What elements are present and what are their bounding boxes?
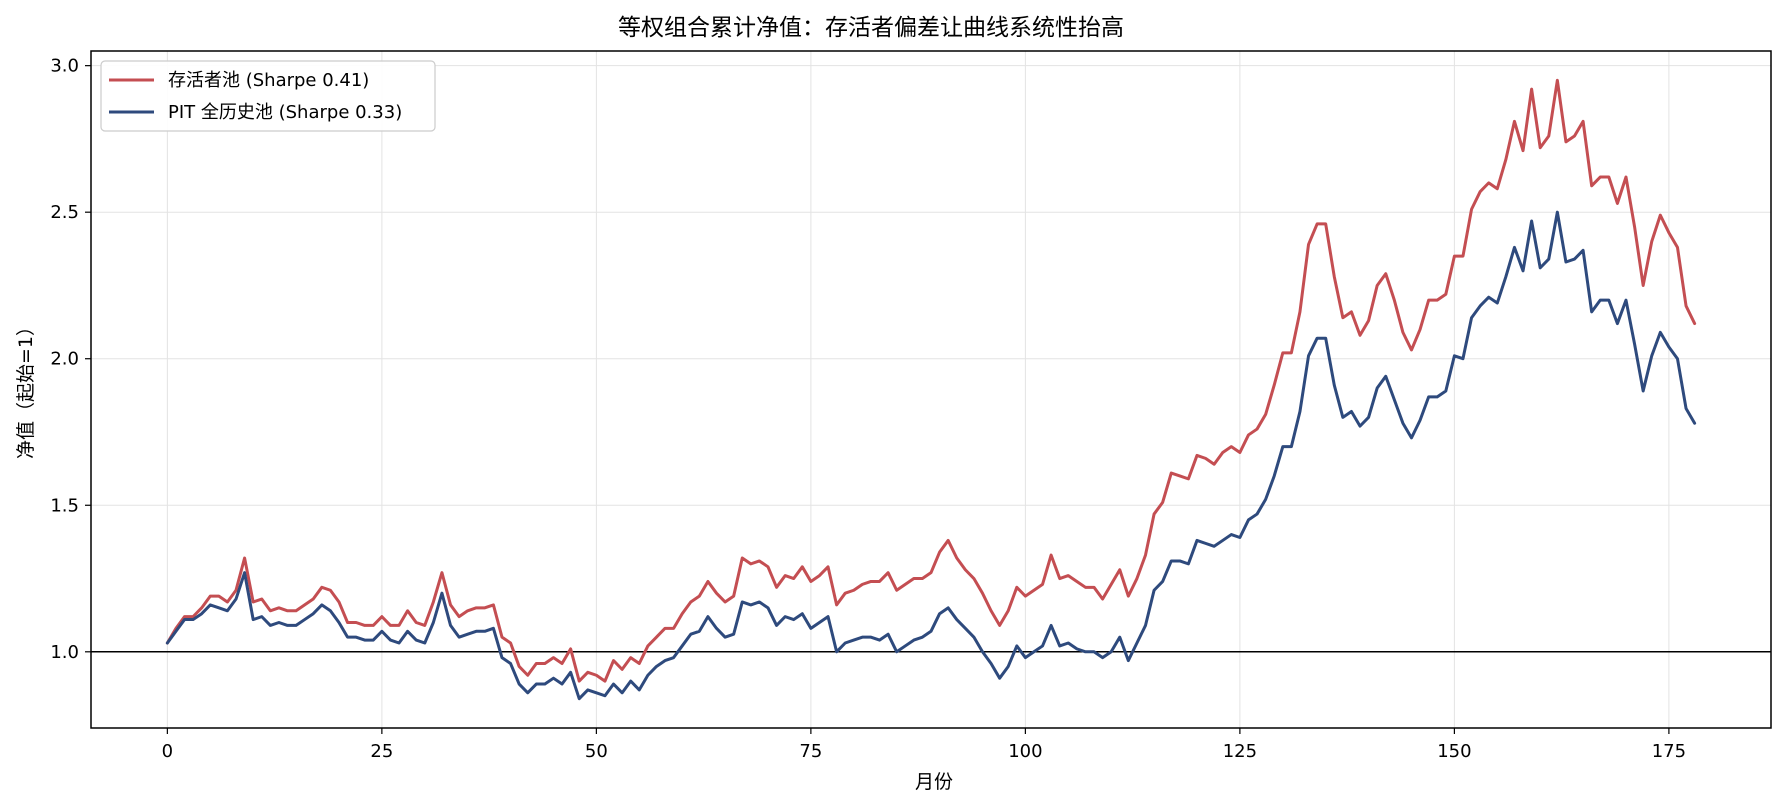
x-axis-title: 月份: [915, 771, 953, 793]
legend-box: [100, 60, 436, 132]
x-tick-label: 75: [799, 741, 822, 762]
legend: 存活者池 (Sharpe 0.41) PIT 全历史池 (Sharpe 0.33…: [100, 60, 436, 132]
chart-title: 等权组合累计净值：存活者偏差让曲线系统性抬高: [618, 15, 1124, 41]
y-tick-label: 2.0: [50, 349, 79, 370]
x-tick-label: 50: [585, 741, 608, 762]
series-line-pit: [165, 210, 1697, 701]
legend-label-pit: PIT 全历史池 (Sharpe 0.33): [168, 102, 402, 123]
series-line-survivor: [165, 78, 1697, 683]
plot-frame: [90, 50, 1772, 729]
x-tick-label: 0: [162, 741, 173, 762]
x-tick-label: 150: [1437, 741, 1471, 762]
x-axis: 0 25 50 75 100 125 150 175: [162, 728, 1686, 762]
y-tick-label: 1.5: [50, 495, 79, 516]
y-axis: 1.0 1.5 2.0 2.5 3.0: [50, 56, 91, 663]
x-tick-label: 125: [1223, 741, 1257, 762]
y-tick-label: 2.5: [50, 202, 79, 223]
x-tick-label: 100: [1008, 741, 1042, 762]
series-group: [165, 78, 1697, 701]
y-tick-label: 3.0: [50, 56, 79, 77]
x-tick-label: 175: [1652, 741, 1686, 762]
legend-label-survivor: 存活者池 (Sharpe 0.41): [168, 70, 369, 91]
x-tick-label: 25: [370, 741, 393, 762]
y-axis-title: 净值（起始=1）: [15, 317, 37, 459]
y-tick-label: 1.0: [50, 642, 79, 663]
